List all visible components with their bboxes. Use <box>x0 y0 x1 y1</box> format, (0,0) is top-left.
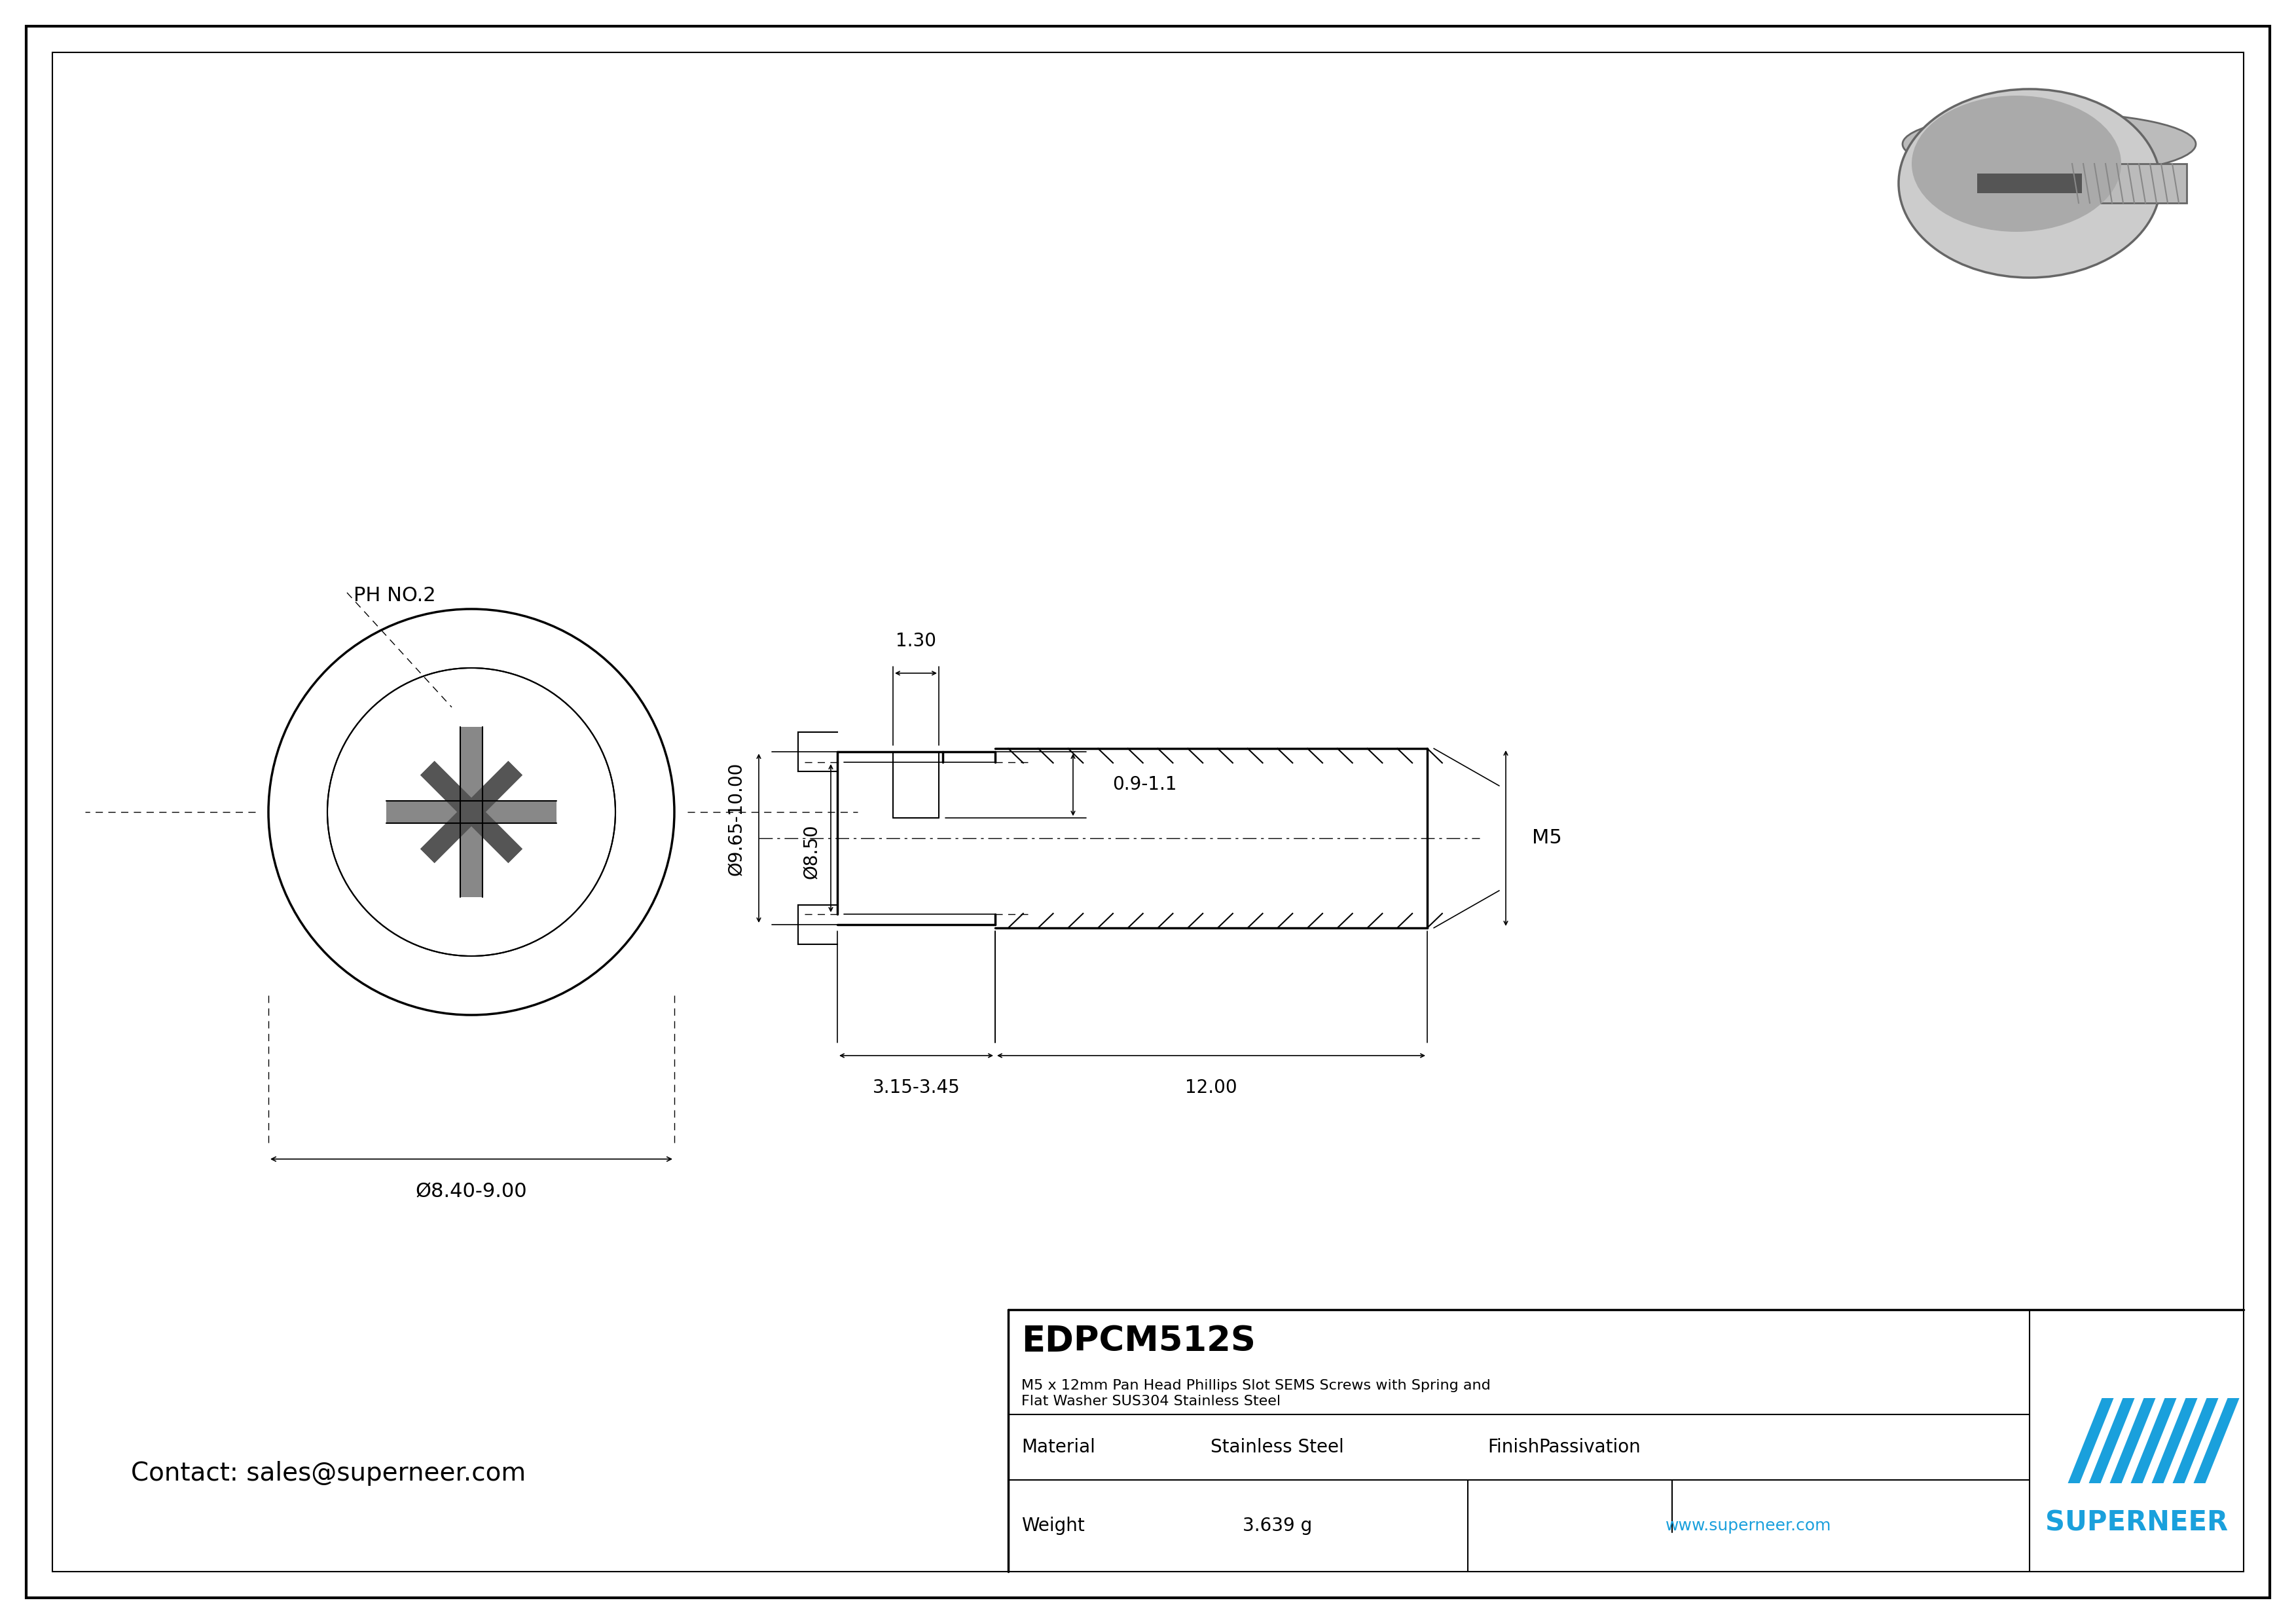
Text: Material: Material <box>1022 1437 1095 1457</box>
Ellipse shape <box>1899 89 2161 278</box>
Text: 1.30: 1.30 <box>895 632 937 650</box>
Text: PH NO.2: PH NO.2 <box>354 586 436 606</box>
Polygon shape <box>2151 1398 2197 1483</box>
Polygon shape <box>2089 1398 2135 1483</box>
Text: Passivation: Passivation <box>1538 1437 1642 1457</box>
Ellipse shape <box>1913 96 2122 232</box>
Circle shape <box>468 809 475 815</box>
Text: M5 x 12mm Pan Head Phillips Slot SEMS Screws with Spring and
Flat Washer SUS304 : M5 x 12mm Pan Head Phillips Slot SEMS Sc… <box>1022 1379 1490 1408</box>
Polygon shape <box>2172 1398 2218 1483</box>
Text: Ø8.50: Ø8.50 <box>804 823 822 879</box>
Bar <box>1977 174 2082 193</box>
Text: Stainless Steel: Stainless Steel <box>1210 1437 1343 1457</box>
Text: Finish: Finish <box>1488 1437 1538 1457</box>
Text: Ø8.40-9.00: Ø8.40-9.00 <box>416 1182 528 1202</box>
Text: 3.639 g: 3.639 g <box>1242 1517 1311 1535</box>
Text: M5: M5 <box>1531 828 1561 848</box>
Bar <box>2069 164 2186 203</box>
Text: 12.00: 12.00 <box>1185 1078 1238 1096</box>
Polygon shape <box>2069 1398 2115 1483</box>
Circle shape <box>269 609 675 1015</box>
Polygon shape <box>2131 1398 2177 1483</box>
Text: Ø9.65-10.00: Ø9.65-10.00 <box>728 762 746 875</box>
Bar <box>459 728 482 896</box>
Polygon shape <box>2193 1398 2239 1483</box>
Text: 3.15-3.45: 3.15-3.45 <box>872 1078 960 1096</box>
Bar <box>386 801 556 823</box>
Text: www.superneer.com: www.superneer.com <box>1665 1518 1832 1533</box>
Text: SUPERNEER: SUPERNEER <box>2046 1509 2227 1536</box>
Text: Contact: sales@superneer.com: Contact: sales@superneer.com <box>131 1462 526 1486</box>
Circle shape <box>328 667 615 957</box>
Polygon shape <box>2110 1398 2156 1483</box>
Text: 0.9-1.1: 0.9-1.1 <box>1111 776 1178 794</box>
Text: Weight: Weight <box>1022 1517 1084 1535</box>
Text: EDPCM512S: EDPCM512S <box>1022 1324 1256 1358</box>
Ellipse shape <box>1903 112 2195 175</box>
